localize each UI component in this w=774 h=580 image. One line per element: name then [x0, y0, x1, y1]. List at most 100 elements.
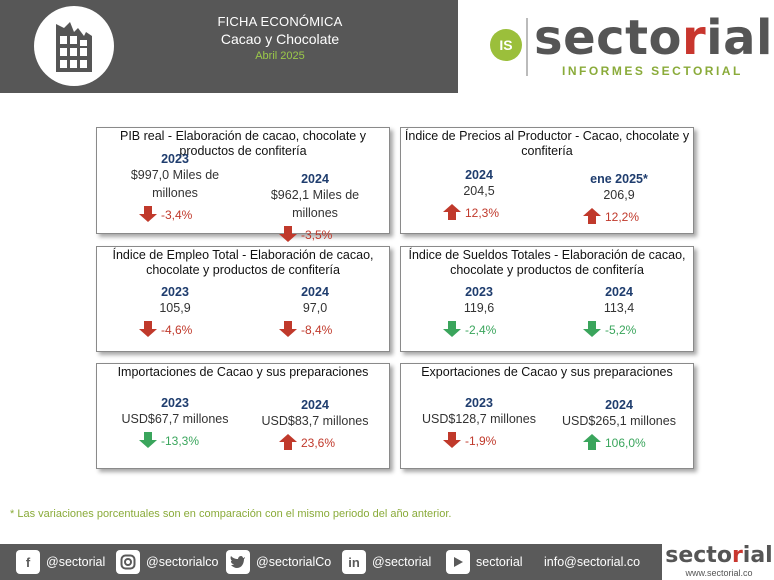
facebook-link[interactable]: f @sectorial	[16, 550, 105, 574]
period-year: 2023	[161, 396, 189, 410]
arrow-down-icon	[279, 226, 297, 242]
change-indicator: -3,5%	[245, 226, 385, 244]
arrow-up-icon	[583, 208, 601, 224]
left-period: 2023 USD$67,7 millones	[105, 396, 245, 428]
left-period: 2023 119,6	[409, 285, 549, 317]
period-year: 2024	[605, 398, 633, 412]
sectorial-brand-logo: IS sectorial INFORMES SECTORIAL	[490, 10, 772, 80]
card-title: Importaciones de Cacao y sus preparacion…	[117, 365, 369, 379]
left-period: 2024 204,5	[409, 168, 549, 200]
change-percent: -1,9%	[465, 434, 497, 448]
youtube-icon	[446, 550, 470, 574]
period-year: 2023	[161, 152, 189, 166]
footnote: * Las variaciones porcentuales son en co…	[10, 508, 452, 520]
right-period: 2024 97,0	[245, 285, 385, 317]
period-year: 2023	[161, 285, 189, 299]
left-period: 2023 USD$128,7 millones	[409, 396, 549, 428]
footer-url[interactable]: www.sectorial.co	[685, 568, 753, 578]
is-badge: IS	[490, 29, 522, 61]
arrow-down-icon	[443, 432, 461, 448]
change-percent: 12,3%	[465, 206, 500, 220]
indicator-card: Índice de Empleo Total - Elaboración de …	[96, 246, 390, 352]
period-value: USD$265,1 millones	[562, 414, 676, 428]
brand-tagline: INFORMES SECTORIAL	[562, 64, 743, 78]
card-title: Exportaciones de Cacao y sus preparacion…	[421, 365, 673, 379]
change-indicator: -4,6%	[105, 321, 245, 339]
period-value: USD$128,7 millones	[422, 412, 536, 426]
brand-separator	[526, 18, 528, 76]
arrow-up-icon	[279, 434, 297, 450]
footer-wordmark: sectorial	[665, 543, 773, 568]
period-value: 113,4	[603, 301, 635, 315]
change-percent: 23,6%	[301, 436, 336, 450]
arrow-down-icon	[139, 206, 157, 222]
change-indicator: -3,4%	[105, 206, 245, 224]
right-period: 2024 USD$265,1 millones	[549, 398, 689, 430]
indicator-card: Importaciones de Cacao y sus preparacion…	[96, 363, 390, 469]
change-percent: -8,4%	[301, 323, 333, 337]
youtube-link[interactable]: sectorial	[446, 550, 523, 574]
linkedin-link[interactable]: in @sectorial	[342, 550, 431, 574]
period-year: 2023	[465, 396, 493, 410]
right-period: ene 2025* 206,9	[549, 172, 689, 204]
chocolate-bar-icon	[56, 22, 92, 72]
period-value: 206,9	[603, 188, 635, 202]
period-value: 119,6	[463, 301, 495, 315]
period-year: 2024	[605, 285, 633, 299]
arrow-down-icon	[279, 321, 297, 337]
change-indicator: 12,2%	[549, 208, 689, 226]
linkedin-icon: in	[342, 550, 366, 574]
instagram-link[interactable]: @sectorialco	[116, 550, 218, 574]
indicator-card: Exportaciones de Cacao y sus preparacion…	[400, 363, 694, 469]
left-period: 2023 105,9	[105, 285, 245, 317]
period-value: 204,5	[463, 184, 495, 198]
period-value: $962,1 Miles de	[270, 188, 360, 202]
report-title: FICHA ECONÓMICA	[217, 14, 343, 29]
period-year: 2024	[301, 398, 329, 412]
report-date: Abril 2025	[255, 50, 305, 62]
period-value: USD$67,7 millones	[121, 412, 229, 426]
change-indicator: -5,2%	[549, 321, 689, 339]
change-indicator: -2,4%	[409, 321, 549, 339]
change-percent: -2,4%	[465, 323, 497, 337]
twitter-icon	[226, 550, 250, 574]
change-percent: -3,4%	[161, 208, 193, 222]
twitter-link[interactable]: @sectorialCo	[226, 550, 331, 574]
period-year: ene 2025*	[590, 172, 648, 186]
change-percent: -4,6%	[161, 323, 193, 337]
indicator-card: Índice de Sueldos Totales - Elaboración …	[400, 246, 694, 352]
right-period: 2024 113,4	[549, 285, 689, 317]
change-percent: 12,2%	[605, 210, 640, 224]
period-value-unit: millones	[152, 186, 198, 200]
period-value-unit: millones	[292, 206, 338, 220]
period-value: $997,0 Miles de	[130, 168, 220, 182]
email-link[interactable]: info@sectorial.co	[544, 555, 641, 569]
period-year: 2024	[301, 285, 329, 299]
chocolate-bar-logo	[34, 6, 114, 86]
footer-brand: sectorial www.sectorial.co	[664, 544, 774, 580]
arrow-up-icon	[583, 434, 601, 450]
change-percent: 106,0%	[605, 436, 646, 450]
period-value: 97,0	[302, 301, 328, 315]
arrow-down-icon	[443, 321, 461, 337]
indicator-card: Índice de Precios al Productor - Cacao, …	[400, 127, 694, 234]
facebook-icon: f	[16, 550, 40, 574]
brand-wordmark: sectorial	[534, 10, 773, 66]
report-subtitle: Cacao y Chocolate	[220, 31, 340, 47]
left-period: 2023 $997,0 Miles de millones	[105, 152, 245, 202]
period-year: 2023	[465, 285, 493, 299]
change-percent: -5,2%	[605, 323, 637, 337]
change-indicator: 12,3%	[409, 204, 549, 222]
card-title: Índice de Empleo Total - Elaboración de …	[112, 248, 374, 277]
card-title: Índice de Precios al Productor - Cacao, …	[404, 129, 690, 158]
arrow-down-icon	[139, 432, 157, 448]
change-indicator: -8,4%	[245, 321, 385, 339]
instagram-icon	[116, 550, 140, 574]
card-title: PIB real - Elaboración de cacao, chocola…	[120, 129, 366, 158]
change-indicator: 106,0%	[549, 434, 689, 452]
change-indicator: 23,6%	[245, 434, 385, 452]
header-banner: FICHA ECONÓMICA Cacao y Chocolate Abril …	[0, 0, 458, 93]
change-percent: -3,5%	[301, 228, 333, 242]
right-period: 2024 USD$83,7 millones	[245, 398, 385, 430]
arrow-up-icon	[443, 204, 461, 220]
